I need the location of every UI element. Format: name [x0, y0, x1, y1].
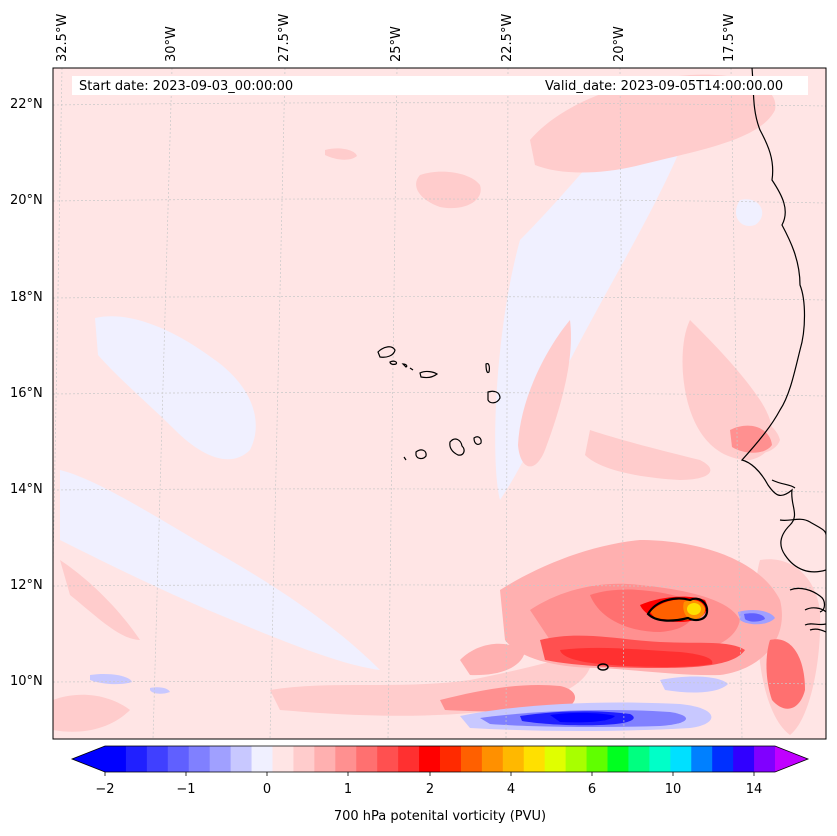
lat-label-22n: 22°N: [10, 97, 43, 112]
colorbar-segment: [314, 746, 336, 772]
pv-negative-band: [90, 610, 775, 731]
africa-coastline: [740, 68, 826, 573]
colorbar: [70, 745, 810, 776]
colorbar-segment: [544, 746, 567, 772]
colorbar-tick-label: −2: [95, 782, 115, 797]
colorbar-segment: [691, 746, 713, 772]
colorbar-segment: [440, 746, 462, 772]
colorbar-segment: [733, 746, 755, 772]
lat-label-20n: 20°N: [10, 193, 43, 208]
lon-label-25w: 25°W: [389, 26, 404, 62]
colorbar-label: 700 hPa potenital vorticity (PVU): [333, 809, 547, 824]
colorbar-tick-label: 14: [745, 782, 763, 797]
colorbar-segment: [502, 746, 525, 772]
colorbar-segment: [209, 746, 232, 772]
colorbar-segment: [419, 746, 441, 772]
colorbar-segment: [356, 746, 378, 772]
valid-date-label: Valid_date: 2023-09-05T14:00:00.00: [545, 79, 784, 94]
colorbar-segment: [167, 746, 190, 772]
lon-label-20w: 20°W: [612, 26, 627, 62]
map-frame: [52, 67, 827, 740]
lat-label-16n: 16°N: [10, 386, 43, 401]
colorbar-segment: [125, 746, 148, 772]
colorbar-tick-label: 6: [587, 782, 597, 797]
colorbar-segment: [105, 746, 127, 772]
map-panel: [53, 68, 826, 739]
colorbar-segment: [293, 746, 315, 772]
colorbar-tick-label: 10: [664, 782, 682, 797]
colorbar-tick-label: 2: [425, 782, 435, 797]
colorbar-segment: [670, 746, 692, 772]
colorbar-segment: [398, 746, 420, 772]
colorbar-segment: [628, 746, 650, 772]
lat-label-18n: 18°N: [10, 290, 43, 305]
colorbar-segment: [335, 746, 357, 772]
colorbar-tick-label: −1: [176, 782, 196, 797]
colorbar-segment: [377, 746, 399, 772]
colorbar-segment: [712, 746, 734, 772]
colorbar-segment: [754, 746, 776, 772]
colorbar-segment: [607, 746, 629, 772]
colorbar-extend-high: [775, 746, 808, 772]
lon-label-22-5w: 22.5°W: [500, 13, 515, 62]
lon-label-32-5w: 32.5°W: [55, 13, 70, 62]
colorbar-tick-label: 4: [506, 782, 516, 797]
coastlines: [740, 68, 826, 633]
colorbar-segment: [146, 746, 169, 772]
colorbar-segment: [586, 746, 608, 772]
colorbar-segment: [565, 746, 588, 772]
lat-label-10n: 10°N: [10, 674, 43, 689]
colorbar-segment: [481, 746, 504, 772]
colorbar-tick-label: 0: [262, 782, 272, 797]
pv-maximum-core: [597, 597, 709, 671]
lon-label-27-5w: 27.5°W: [277, 13, 292, 62]
info-box: [72, 76, 808, 95]
colorbar-segment: [272, 746, 294, 772]
cape-verde-islands: [377, 346, 501, 461]
colorbar-segment: [188, 746, 211, 772]
colorbar-segment: [460, 746, 483, 772]
start-date-label: Start date: 2023-09-03_00:00:00: [79, 79, 294, 94]
lat-label-12n: 12°N: [10, 578, 43, 593]
colorbar-segment: [230, 746, 253, 772]
colorbar-extend-low: [72, 746, 105, 772]
colorbar-segment: [523, 746, 546, 772]
colorbar-tick-label: 1: [343, 782, 353, 797]
lat-label-14n: 14°N: [10, 482, 43, 497]
colorbar-segment: [251, 746, 273, 772]
lon-label-30w: 30°W: [164, 26, 179, 62]
colorbar-segment: [649, 746, 671, 772]
lon-label-17-5w: 17.5°W: [722, 13, 737, 62]
pv-strong-band: [440, 425, 805, 712]
